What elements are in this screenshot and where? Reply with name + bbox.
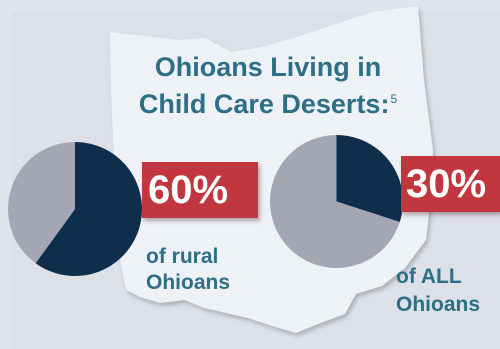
- percent-band-rural: [142, 162, 258, 218]
- footnote-marker: 5: [390, 92, 398, 106]
- percent-band-all: [401, 156, 500, 212]
- caption-rural-line-2: Ohioans: [146, 271, 231, 294]
- percent-label-rural: 60%: [148, 168, 229, 212]
- pie-chart-all: [270, 135, 403, 268]
- chart-title-line-2: Child Care Deserts:5: [118, 84, 418, 119]
- pie-slice-remainder-1: [270, 135, 400, 268]
- pie-slice-value-1: [336, 135, 403, 223]
- chart-title-line-2-text: Child Care Deserts:: [138, 89, 390, 119]
- caption-all-line-2: Ohioans: [396, 293, 481, 316]
- percent-label-all: 30%: [406, 162, 487, 206]
- caption-rural-line-1: of rural: [146, 245, 219, 268]
- chart-title-line-1: Ohioans Living in: [154, 52, 382, 82]
- pie-slice-remainder-0: [8, 142, 76, 264]
- pie-slice-value-0: [35, 142, 142, 276]
- pie-chart-rural: [8, 142, 142, 276]
- caption-all-line-1: of ALL: [396, 265, 462, 288]
